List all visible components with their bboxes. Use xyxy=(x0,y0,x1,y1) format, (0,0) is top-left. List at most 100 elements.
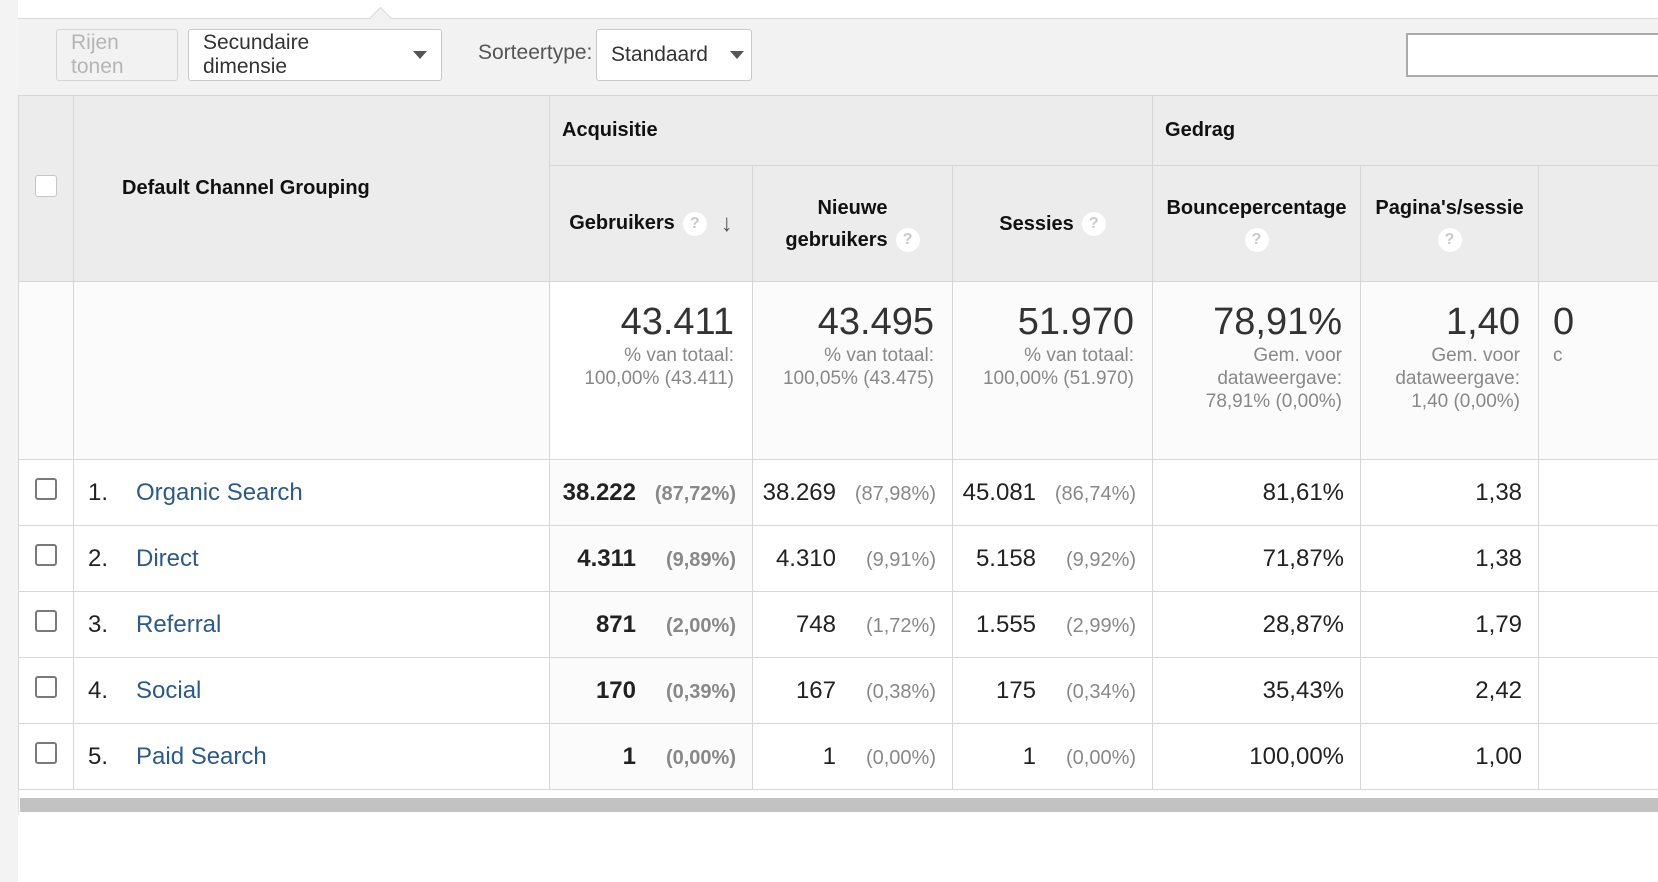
sessions-percent: (0,00%) xyxy=(1065,746,1137,769)
row-select-cell xyxy=(18,591,74,658)
sessions-total-detail: 100,00% (51.970) xyxy=(982,368,1135,389)
channel-link[interactable]: Paid Search xyxy=(136,742,267,770)
users-cell: 38.222 (87,72%) xyxy=(549,459,753,526)
left-margin xyxy=(0,0,19,882)
channel-link[interactable]: Organic Search xyxy=(136,478,303,506)
next-cell xyxy=(1538,525,1658,592)
users-cell: 1 (0,00%) xyxy=(549,723,753,790)
totals-empty-cell xyxy=(73,281,550,460)
sessions-value: 1.555 xyxy=(975,610,1037,638)
new-users-cell: 4.310 (9,91%) xyxy=(752,525,953,592)
new-users-percent: (9,91%) xyxy=(865,548,936,571)
row-index: 4. xyxy=(88,676,109,704)
sessions-cell: 45.081 (86,74%) xyxy=(951,459,1154,526)
pages-cell: 1,00 xyxy=(1360,723,1540,790)
row-dimension-cell: 3. Referral xyxy=(73,591,550,658)
row-dimension-cell: 4. Social xyxy=(73,657,550,724)
new-users-percent: (0,38%) xyxy=(865,680,936,703)
row-dimension-cell: 5. Paid Search xyxy=(73,723,550,790)
next-cell xyxy=(1538,723,1658,790)
sessions-cell: 175 (0,34%) xyxy=(951,657,1154,724)
help-icon[interactable]: ? xyxy=(682,211,707,236)
new-users-header-label-line1: Nieuwe xyxy=(817,196,888,219)
sessions-percent: (0,34%) xyxy=(1065,680,1137,703)
bounce-total-value: 78,91% xyxy=(1213,301,1343,343)
table-search-input[interactable] xyxy=(1406,33,1658,77)
sessions-value: 1 xyxy=(1022,742,1037,770)
sort-descending-icon[interactable]: ↓ xyxy=(720,209,733,237)
row-checkbox[interactable] xyxy=(35,478,57,500)
new-users-cell: 167 (0,38%) xyxy=(752,657,953,724)
row-select-cell xyxy=(18,525,74,592)
users-total-value: 43.411 xyxy=(620,301,734,343)
row-index: 2. xyxy=(88,544,109,572)
dimension-header[interactable]: Default Channel Grouping xyxy=(73,95,550,282)
chevron-down-icon xyxy=(729,51,744,59)
select-all-checkbox[interactable] xyxy=(35,174,57,197)
show-rows-label: Rijen tonen xyxy=(71,31,124,78)
new-users-percent: (0,00%) xyxy=(865,746,936,769)
sessions-value: 175 xyxy=(995,676,1037,704)
new-users-column-header[interactable]: Nieuwe gebruikers? xyxy=(752,165,953,282)
behavior-group-header: Gedrag xyxy=(1152,95,1658,166)
bounce-column-header[interactable]: Bouncepercentage? xyxy=(1152,165,1362,282)
new-users-cell: 38.269 (87,98%) xyxy=(752,459,953,526)
next-cell xyxy=(1538,657,1658,724)
secondary-dimension-dropdown[interactable]: Secundaire dimensie xyxy=(188,29,442,81)
users-cell: 4.311 (9,89%) xyxy=(549,525,753,592)
pages-total-caption-2: dataweergave: xyxy=(1395,368,1521,389)
pages-per-session-column-header[interactable]: Pagina's/sessie? xyxy=(1360,165,1540,282)
report-table: Default Channel Grouping Acquisitie Gedr… xyxy=(18,95,1658,790)
help-icon[interactable]: ? xyxy=(1081,212,1106,237)
sort-type-dropdown[interactable]: Standaard xyxy=(596,29,752,81)
help-icon[interactable]: ? xyxy=(1244,228,1269,253)
sessions-cell: 1 (0,00%) xyxy=(951,723,1154,790)
new-users-percent: (87,98%) xyxy=(854,482,936,505)
top-tab-strip xyxy=(18,0,1658,29)
totals-empty-cell xyxy=(18,281,74,460)
next-column-header[interactable] xyxy=(1538,165,1658,282)
help-icon[interactable]: ? xyxy=(1437,228,1462,253)
users-value: 38.222 xyxy=(562,478,636,506)
new-users-percent: (1,72%) xyxy=(865,614,936,637)
table-row: 4. Social 170 (0,39%) 167 (0,38%) 175 (0,34%) 35… xyxy=(18,657,1658,724)
sessions-column-header[interactable]: Sessies? xyxy=(951,165,1154,282)
row-checkbox[interactable] xyxy=(35,676,57,698)
row-checkbox[interactable] xyxy=(35,610,57,632)
select-all-cell xyxy=(18,95,74,282)
pages-total-value: 1,40 xyxy=(1446,301,1521,343)
bounce-cell: 35,43% xyxy=(1152,657,1362,724)
new-users-total-detail: 100,05% (43.475) xyxy=(782,368,934,389)
channel-link[interactable]: Direct xyxy=(136,544,199,572)
bounce-cell: 100,00% xyxy=(1152,723,1362,790)
horizontal-scrollbar[interactable] xyxy=(20,798,1658,812)
table-row: 1. Organic Search 38.222 (87,72%) 38.269 (87,… xyxy=(18,459,1658,526)
next-cell xyxy=(1538,459,1658,526)
next-total-caption: c xyxy=(1553,345,1563,366)
new-users-value: 748 xyxy=(795,610,836,638)
help-icon[interactable]: ? xyxy=(895,228,920,253)
users-value: 871 xyxy=(595,610,636,638)
show-rows-button[interactable]: Rijen tonen xyxy=(56,29,178,81)
channel-link[interactable]: Referral xyxy=(136,610,222,638)
bounce-total-caption: Gem. voor xyxy=(1253,345,1343,366)
bounce-cell: 28,87% xyxy=(1152,591,1362,658)
bounce-cell: 71,87% xyxy=(1152,525,1362,592)
bounce-cell: 81,61% xyxy=(1152,459,1362,526)
sessions-total-value: 51.970 xyxy=(1017,301,1135,343)
new-users-cell: 1 (0,00%) xyxy=(752,723,953,790)
totals-row: 43.411% van totaal: 100,00% (43.411) 43.4… xyxy=(18,281,1658,460)
row-checkbox[interactable] xyxy=(35,544,57,566)
row-checkbox[interactable] xyxy=(35,742,57,764)
pages-header-label: Pagina's/sessie xyxy=(1375,196,1524,219)
users-column-header[interactable]: Gebruikers? ↓ xyxy=(549,165,753,282)
secondary-dimension-label: Secundaire dimensie xyxy=(203,31,310,78)
sessions-total-caption: % van totaal: xyxy=(1024,345,1135,366)
users-percent: (2,00%) xyxy=(665,614,736,637)
sessions-percent: (86,74%) xyxy=(1054,482,1137,505)
bounce-total: 78,91% Gem. voor dataweergave: 78,91% (0,00… xyxy=(1152,281,1362,460)
new-users-value: 4.310 xyxy=(775,544,836,572)
channel-link[interactable]: Social xyxy=(136,676,202,704)
sessions-percent: (9,92%) xyxy=(1065,548,1137,571)
